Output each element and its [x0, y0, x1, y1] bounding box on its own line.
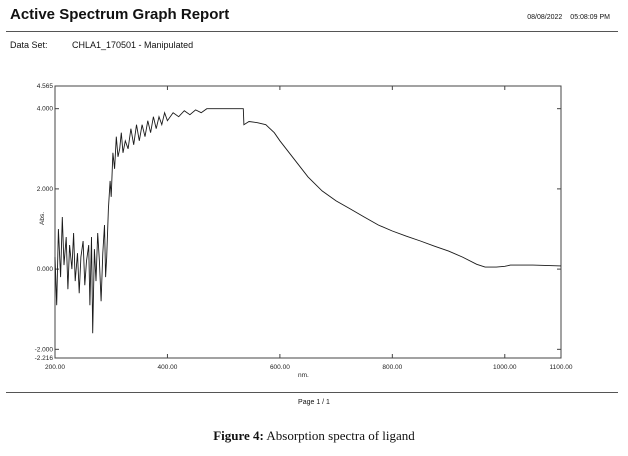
y-tick-label: 4.000 — [37, 106, 54, 113]
x-tick-label: 400.00 — [157, 364, 177, 371]
report-title: Active Spectrum Graph Report — [10, 6, 230, 23]
report-time: 05:08:09 PM — [570, 14, 610, 21]
caption-label: Figure 4: — [213, 428, 264, 443]
spectrum-chart: 200.00 400.00 600.00 800.00 1000.00 1100.00 4.… — [35, 83, 573, 379]
y-tick-label: 2.000 — [37, 186, 54, 193]
series-line — [54, 108, 562, 334]
x-axis-label: nm. — [298, 372, 309, 379]
plot-frame — [54, 85, 562, 359]
header-divider — [6, 31, 618, 32]
y-tick-label: -2.000 — [35, 346, 54, 353]
page-number: Page 1 / 1 — [298, 399, 330, 406]
report-timestamp: 08/08/2022 05:08:09 PM — [519, 14, 610, 21]
dataset-value: CHLA1_170501 - Manipulated — [72, 40, 194, 50]
y-tick-label: 4.565 — [37, 83, 54, 90]
report-date: 08/08/2022 — [527, 14, 563, 21]
x-tick-label: 1000.00 — [493, 364, 517, 371]
footer-divider — [6, 392, 618, 393]
y-tick-label: -2.216 — [35, 355, 54, 362]
x-tick-label: 800.00 — [382, 364, 402, 371]
x-tick-label: 600.00 — [270, 364, 290, 371]
x-tick-label: 1100.00 — [549, 364, 572, 371]
dataset-label: Data Set: — [10, 40, 48, 50]
caption-text: Absorption spectra of ligand — [263, 428, 415, 443]
y-tick-label: 0.000 — [37, 266, 54, 273]
figure-caption: Figure 4: Absorption spectra of ligand — [0, 428, 628, 444]
y-axis-label: Abs. — [39, 212, 46, 225]
x-tick-label: 200.00 — [45, 364, 65, 371]
